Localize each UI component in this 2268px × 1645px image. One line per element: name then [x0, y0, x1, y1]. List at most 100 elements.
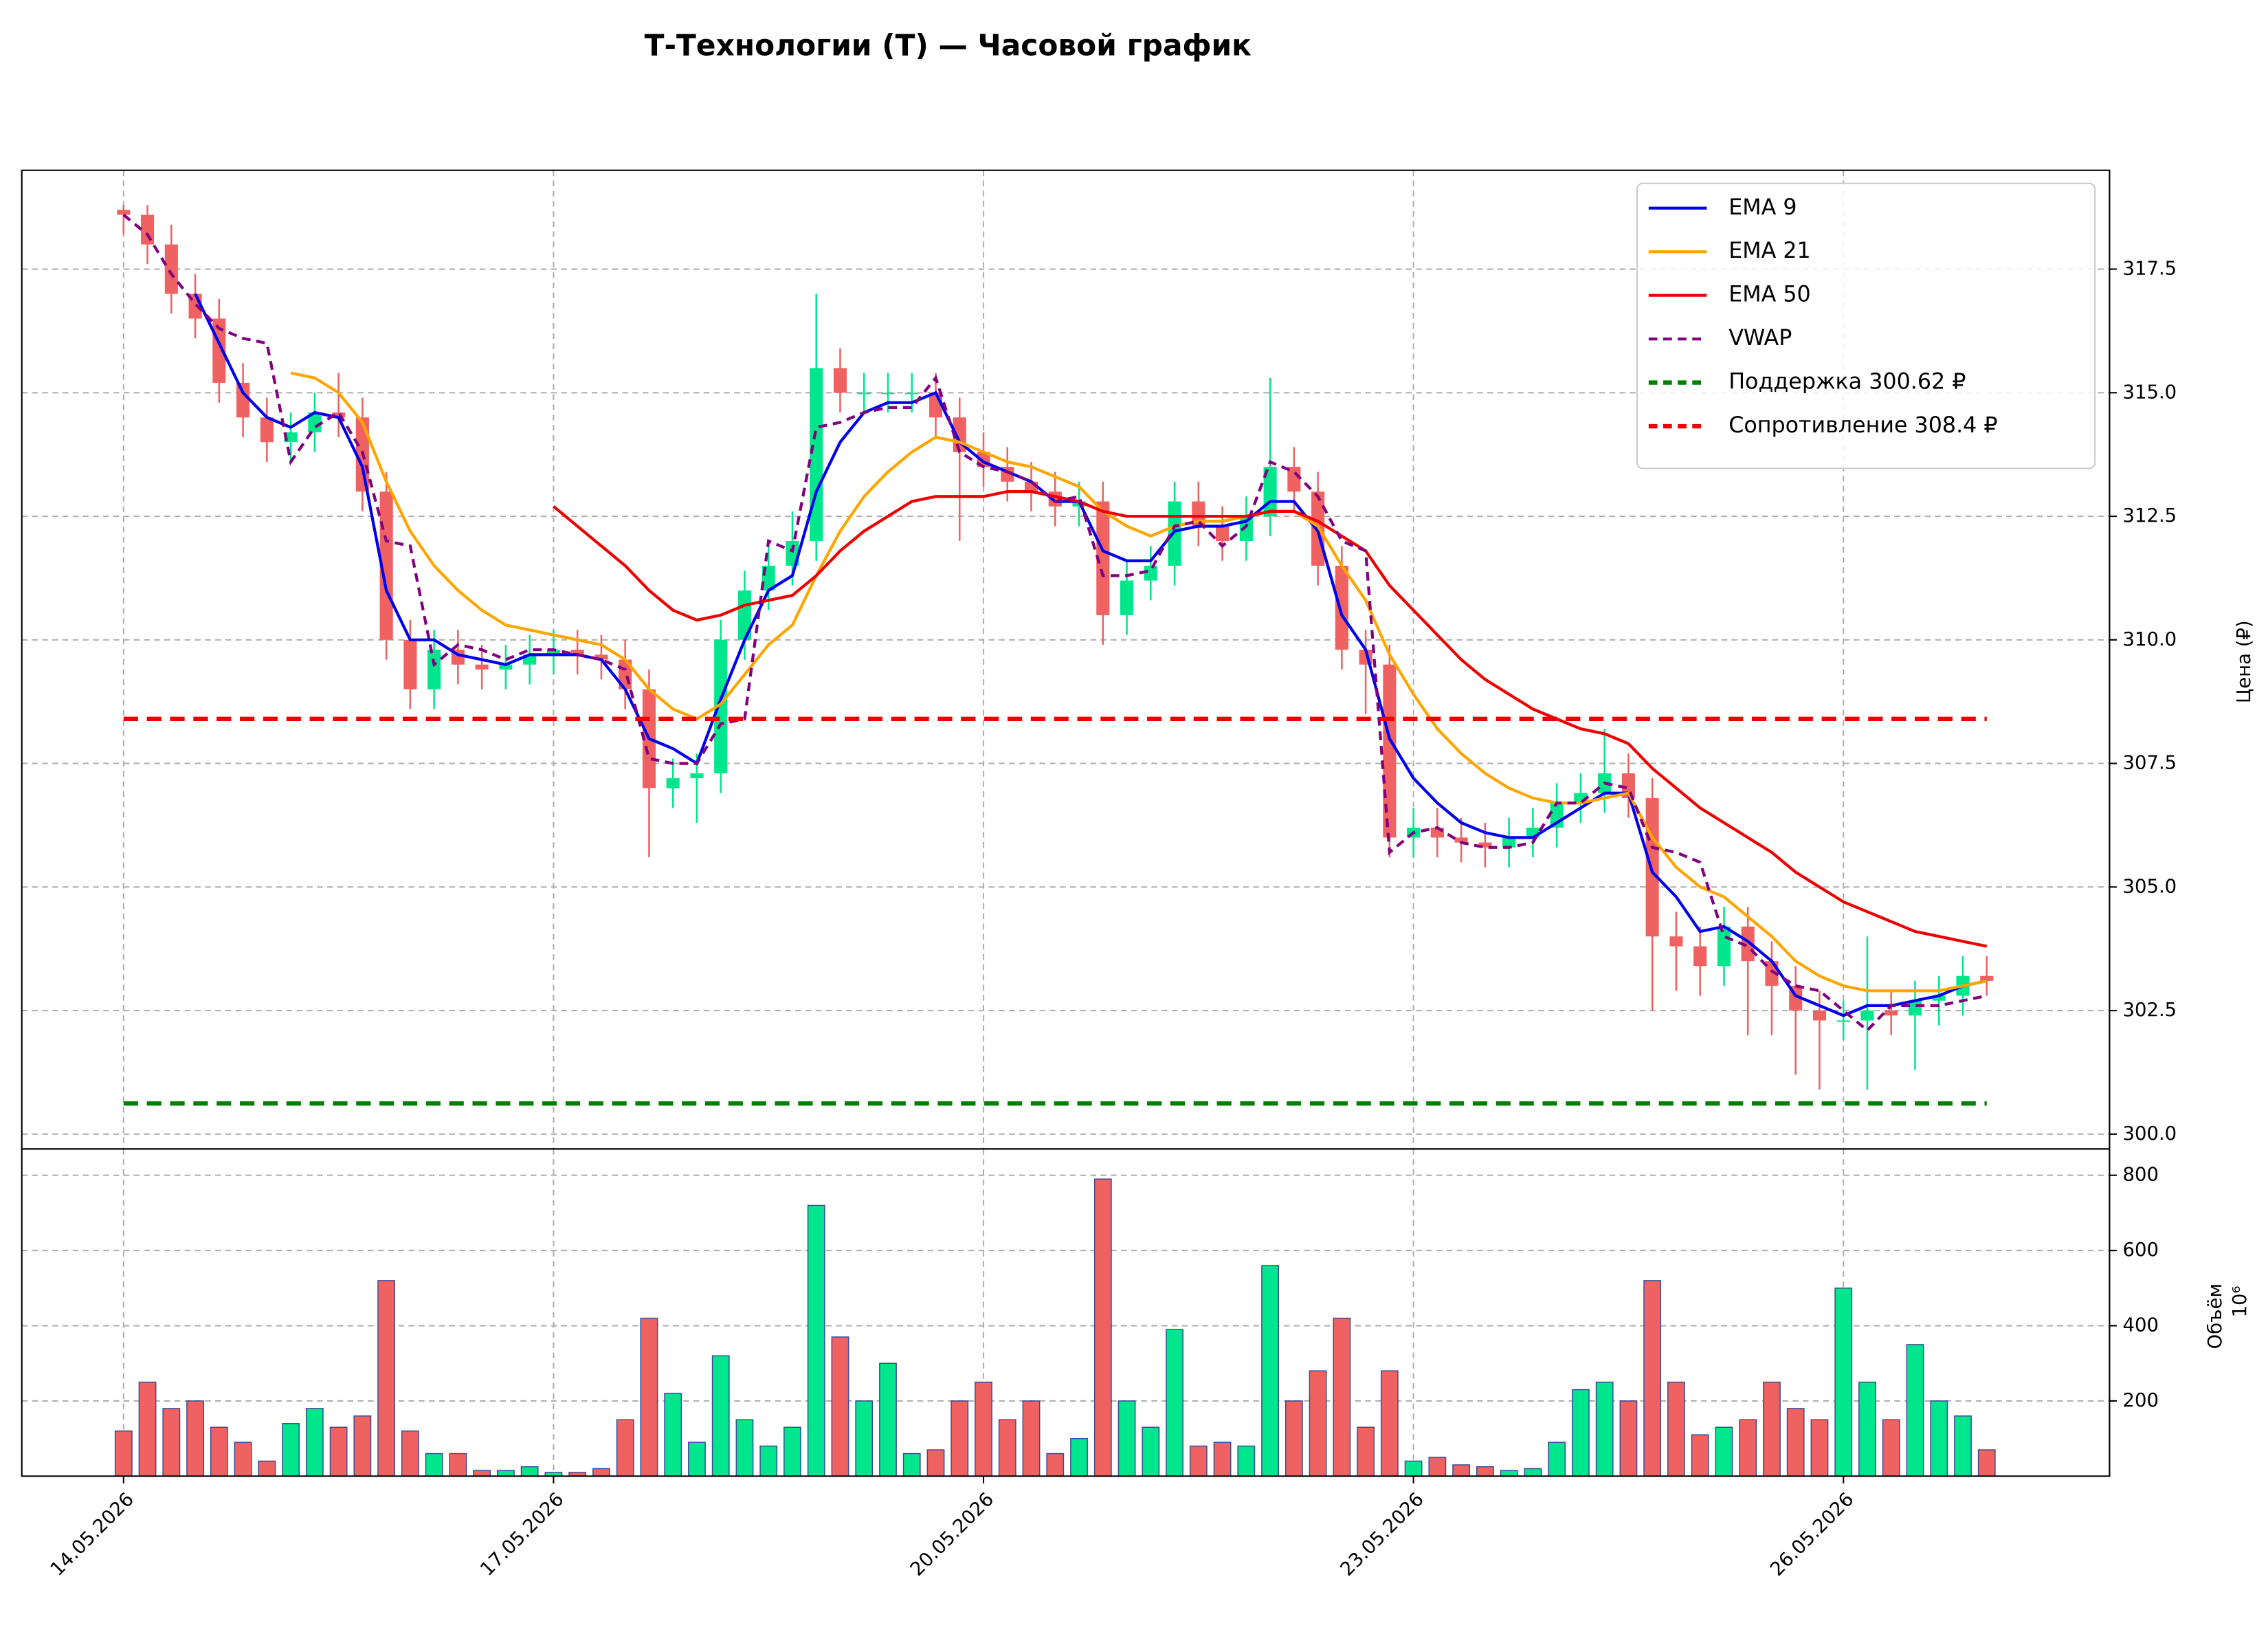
volume-bar	[616, 1419, 634, 1477]
candle-body	[666, 778, 680, 788]
volume-bar	[1093, 1178, 1112, 1477]
volume-bar	[1691, 1434, 1709, 1477]
legend-label: EMA 21	[1728, 239, 1811, 263]
volume-bar	[688, 1442, 706, 1477]
candle-body	[1932, 995, 1946, 1001]
candle-body	[1096, 501, 1110, 615]
volume-bar	[1667, 1381, 1685, 1477]
candle-body	[810, 368, 823, 542]
volume-bar	[1858, 1381, 1876, 1477]
candle-body	[403, 639, 417, 689]
candle-body	[427, 650, 441, 689]
legend-label: EMA 9	[1728, 195, 1797, 220]
candle-body	[881, 393, 895, 395]
legend-label: VWAP	[1728, 326, 1792, 351]
volume-bar	[1763, 1381, 1781, 1477]
volume-bar	[138, 1381, 157, 1477]
volume-bar	[1572, 1389, 1590, 1477]
volume-bar	[258, 1460, 276, 1477]
volume-bar	[807, 1204, 825, 1477]
volume-bar	[640, 1317, 658, 1477]
volume-bar	[1118, 1400, 1136, 1477]
volume-bar	[1357, 1426, 1375, 1477]
candle-body	[594, 654, 608, 660]
indicator-line	[122, 213, 1988, 1033]
y-tick-label: 307.5	[2122, 752, 2177, 774]
candle-body	[1741, 926, 1755, 962]
y-tick-label: 317.5	[2122, 258, 2177, 280]
volume-bar	[377, 1280, 396, 1477]
volume-bar	[234, 1442, 252, 1477]
volume-bar	[425, 1453, 443, 1477]
y-tick-label: 312.5	[2122, 505, 2177, 527]
candle-body	[1502, 837, 1516, 848]
volume-bar	[1142, 1426, 1160, 1477]
candle-body	[1120, 580, 1134, 615]
volume-bar	[473, 1470, 491, 1477]
indicator-line	[553, 489, 1988, 948]
volume-bar	[1261, 1265, 1279, 1477]
candle-body	[1669, 936, 1683, 947]
volume-bar	[1333, 1317, 1351, 1477]
volume-bar	[1595, 1381, 1614, 1477]
candle-body	[1216, 526, 1230, 542]
volume-bar	[1619, 1400, 1638, 1477]
volume-bar	[1237, 1445, 1256, 1477]
chart-title: Т-Технологии (T) — Часовой график	[645, 29, 1252, 63]
volume-bar	[1213, 1442, 1232, 1477]
candle-body	[1980, 975, 1994, 981]
volume-bar	[1285, 1400, 1303, 1477]
volume-bar	[592, 1468, 610, 1477]
volume-bar	[950, 1400, 969, 1477]
legend: EMA 9 EMA 21 EMA 50 VWAP Поддержка 300.62 ₽ С…	[1636, 182, 2096, 470]
y-tick-label: 302.5	[2122, 999, 2177, 1021]
volume-bar	[759, 1445, 778, 1477]
volume-bar	[1834, 1288, 1853, 1477]
grid	[21, 170, 2110, 1477]
candle-body	[260, 417, 274, 443]
candle-body	[1335, 565, 1348, 650]
candle-body	[1812, 1011, 1827, 1021]
volume-bar	[1524, 1468, 1542, 1477]
candle-body	[857, 393, 871, 395]
volume-bar	[210, 1426, 228, 1477]
volume-bar	[1500, 1470, 1518, 1477]
candle-body	[1144, 565, 1157, 581]
y-tick-label: 315.0	[2122, 381, 2177, 403]
volume-bar	[783, 1426, 801, 1477]
volume-axis-label: Объём	[2204, 1283, 2226, 1349]
y-tick-label: 800	[2122, 1164, 2159, 1186]
volume-bar	[1166, 1329, 1183, 1477]
volume-bar	[711, 1355, 730, 1477]
volume-bar	[1428, 1457, 1447, 1477]
volume-bar	[1189, 1445, 1208, 1477]
candle-body	[905, 393, 919, 395]
candle-body	[1860, 1011, 1874, 1021]
volume-bar	[1548, 1442, 1566, 1477]
candle-body	[141, 214, 155, 245]
volume-bar	[496, 1470, 515, 1477]
indicator-line	[290, 371, 1988, 993]
volume-bar	[855, 1400, 874, 1477]
candle-body	[236, 382, 250, 418]
y-tick-label: 600	[2122, 1239, 2159, 1261]
y-tick-label: 305.0	[2122, 875, 2177, 897]
candle-body	[499, 664, 513, 670]
volume-bar	[998, 1419, 1016, 1477]
candle-body	[1478, 842, 1492, 848]
volume-bar	[926, 1449, 945, 1477]
volume-bar	[449, 1453, 467, 1477]
volume-frame	[21, 1148, 2111, 1477]
volume-bar	[1906, 1344, 1924, 1477]
candle-body	[1885, 1011, 1898, 1016]
y-tick-label: 200	[2122, 1389, 2159, 1411]
volume-bar	[1739, 1419, 1757, 1477]
volume-bar	[282, 1423, 300, 1477]
volume-bar	[1786, 1408, 1805, 1477]
volume-bar	[879, 1362, 897, 1477]
volume-bar	[329, 1426, 348, 1477]
volume-bar	[1715, 1426, 1733, 1477]
candle-body	[1717, 926, 1731, 967]
volume-bar	[1070, 1437, 1088, 1477]
